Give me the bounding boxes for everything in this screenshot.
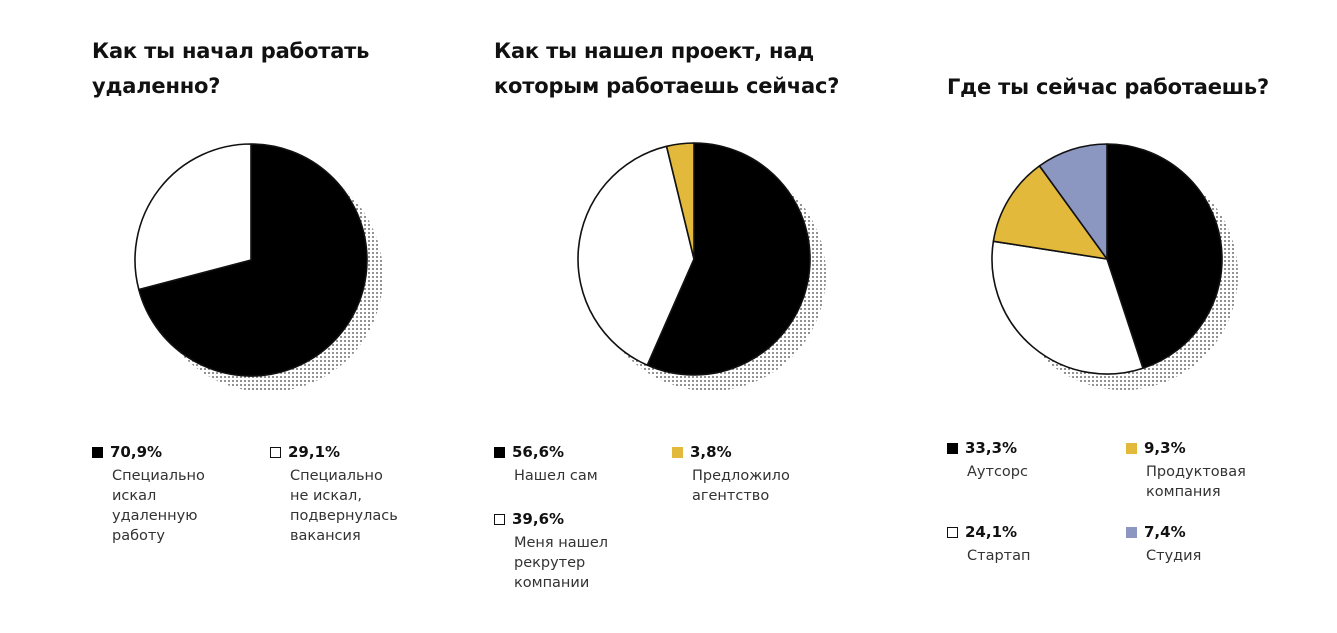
legend-value: 29,1%	[288, 443, 341, 461]
legend-item: 3,8% Предложило агентство	[672, 442, 790, 506]
legend-label: Специально не искал, подвернулась ваканс…	[290, 468, 398, 544]
pie-slice	[991, 240, 1144, 375]
legend-item: 7,4% Студия	[1126, 522, 1201, 566]
legend-label: Студия	[1146, 548, 1202, 564]
pie-slice	[665, 142, 695, 260]
legend-label: Предложило агентство	[692, 468, 790, 504]
legend-value: 56,6%	[512, 443, 565, 461]
pie-slice	[577, 145, 695, 366]
legend-swatch	[494, 513, 505, 525]
pie-chart-workplace: Где ты сейчас работаешь? 33,3% Аутсорс 2…	[900, 0, 1337, 633]
pie-slice	[646, 142, 811, 376]
legend-label: Аутсорс	[967, 464, 1028, 480]
legend-item: 39,6% Меня нашел рекрутер компании	[494, 509, 608, 593]
pie	[134, 143, 383, 392]
legend-value: 7,4%	[1144, 523, 1186, 541]
legend-swatch	[1126, 526, 1137, 538]
legend-value: 39,6%	[512, 510, 565, 528]
legend-swatch	[672, 446, 683, 458]
pie-slice	[134, 143, 252, 291]
legend-item: 70,9% Специально искал удаленную работу	[92, 442, 205, 546]
legend-label: Продуктовая компания	[1146, 464, 1246, 500]
legend-label: Нашел сам	[514, 468, 598, 484]
legend-swatch	[1126, 442, 1137, 454]
pie-slice	[1106, 143, 1223, 370]
legend-value: 24,1%	[965, 523, 1018, 541]
legend-item: 24,1% Стартап	[947, 522, 1030, 566]
legend-item: 29,1% Специально не искал, подвернулась …	[270, 442, 398, 546]
legend-swatch	[947, 526, 958, 538]
pie	[577, 142, 826, 391]
pie-slice	[1038, 143, 1108, 260]
legend-value: 70,9%	[110, 443, 163, 461]
legend-item: 33,3% Аутсорс	[947, 438, 1028, 482]
legend-label: Меня нашел рекрутер компании	[514, 535, 609, 591]
legend-swatch	[494, 446, 505, 458]
legend-swatch	[270, 446, 281, 458]
legend-value: 3,8%	[690, 443, 732, 461]
legend-value: 33,3%	[965, 439, 1018, 457]
pie-slice	[992, 165, 1108, 260]
chart-title: Как ты начал работать удаленно?	[92, 39, 370, 98]
chart-title: Где ты сейчас работаешь?	[947, 75, 1269, 99]
legend-value: 9,3%	[1144, 439, 1186, 457]
chart-title: Как ты нашел проект, над которым работае…	[494, 39, 840, 98]
legend-item: 9,3% Продуктовая компания	[1126, 438, 1246, 502]
legend-label: Стартап	[967, 548, 1031, 564]
legend-swatch	[947, 442, 958, 454]
pie-chart-remote-start: Как ты начал работать удаленно? 70,9% Сп…	[0, 0, 460, 633]
legend-label: Специально искал удаленную работу	[112, 468, 205, 544]
pie-slice	[138, 143, 368, 377]
legend-item: 56,6% Нашел сам	[494, 442, 598, 486]
pie	[991, 143, 1238, 390]
legend-swatch	[92, 446, 103, 458]
pie-chart-project-source: Как ты нашел проект, над которым работае…	[460, 0, 900, 633]
